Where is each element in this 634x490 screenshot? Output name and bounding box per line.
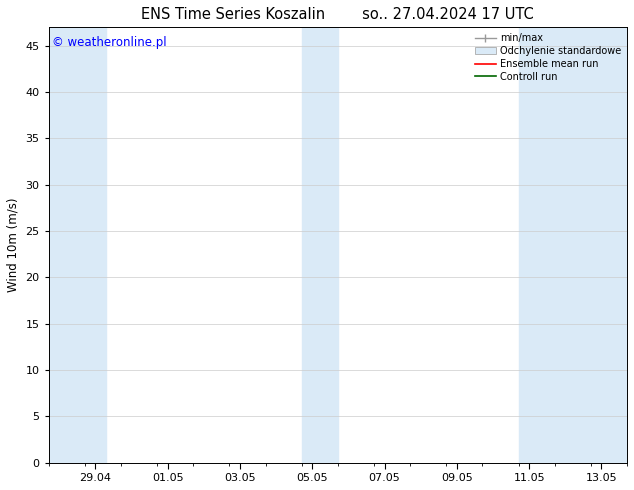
Bar [302, 27, 338, 463]
Text: © weatheronline.pl: © weatheronline.pl [51, 36, 166, 49]
Title: ENS Time Series Koszalin        so.. 27.04.2024 17 UTC: ENS Time Series Koszalin so.. 27.04.2024… [141, 7, 534, 22]
Legend: min/max, Odchylenie standardowe, Ensemble mean run, Controll run: min/max, Odchylenie standardowe, Ensembl… [471, 29, 625, 86]
Y-axis label: Wind 10m (m/s): Wind 10m (m/s) [7, 197, 20, 292]
Bar [49, 27, 106, 463]
Bar [519, 27, 627, 463]
